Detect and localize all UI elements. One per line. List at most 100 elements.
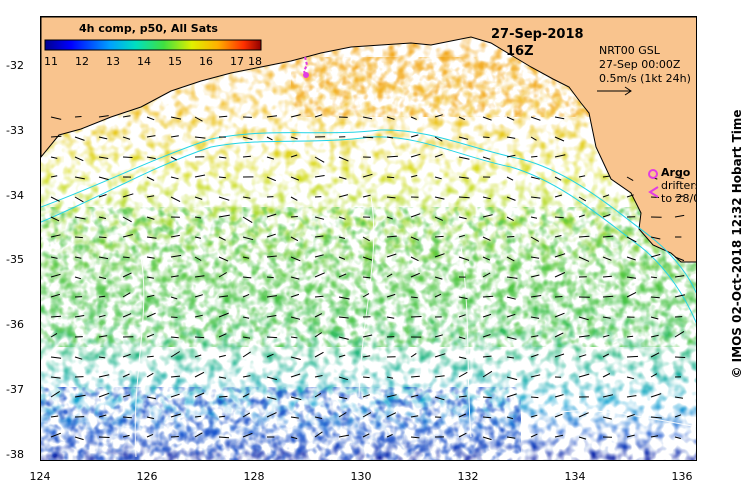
lat-tick: -32	[6, 59, 24, 72]
current-arrow	[458, 413, 467, 418]
current-arrow	[50, 216, 60, 222]
current-arrow	[290, 416, 299, 419]
current-arrow	[170, 156, 177, 161]
current-arrow	[650, 435, 659, 438]
current-arrow	[50, 315, 62, 318]
current-arrow	[362, 412, 372, 418]
colorbar-tick: 15	[168, 55, 182, 68]
current-arrow	[506, 356, 514, 359]
current-arrow	[650, 316, 659, 320]
current-arrow	[482, 214, 493, 218]
current-arrow	[338, 256, 346, 260]
current-arrow	[506, 256, 515, 262]
current-arrow	[290, 114, 301, 118]
current-arrow	[554, 253, 566, 258]
current-arrow	[434, 235, 444, 238]
current-arrow	[650, 276, 658, 279]
current-arrow	[290, 396, 302, 401]
lat-tick: -35	[6, 253, 24, 266]
map-time: 16Z	[506, 44, 534, 59]
current-arrow	[122, 234, 133, 238]
current-arrow	[410, 213, 421, 218]
current-arrow	[434, 293, 442, 298]
current-arrow	[314, 175, 325, 178]
current-arrow	[338, 396, 348, 400]
current-arrow	[194, 415, 202, 418]
current-arrow	[506, 116, 515, 121]
current-arrow	[626, 194, 634, 198]
current-arrow	[314, 313, 323, 318]
current-arrow	[458, 216, 467, 220]
current-arrow	[266, 136, 273, 141]
current-arrow	[410, 316, 422, 318]
current-arrow	[74, 315, 85, 318]
current-arrow	[314, 272, 325, 278]
current-arrow	[218, 354, 226, 358]
current-arrow	[386, 253, 397, 258]
current-arrow	[74, 176, 85, 180]
current-arrow	[578, 335, 590, 338]
current-arrow	[74, 216, 86, 220]
current-arrow	[386, 196, 396, 199]
current-arrow	[410, 272, 420, 278]
current-arrow	[530, 396, 539, 399]
current-arrow	[362, 194, 371, 198]
current-arrow	[338, 156, 349, 162]
current-arrow	[218, 376, 227, 379]
current-arrow	[74, 436, 84, 441]
current-arrow	[218, 415, 226, 418]
current-arrow	[530, 136, 537, 141]
current-arrow	[266, 396, 277, 400]
current-arrow	[266, 233, 276, 238]
current-arrow	[602, 295, 614, 298]
credit-note: © IMOS 02-Oct-2018 12:32 Hobart Time	[727, 24, 747, 464]
current-arrow	[458, 432, 467, 438]
current-arrow	[50, 175, 58, 178]
current-arrow	[650, 236, 661, 240]
current-arrow	[98, 436, 110, 438]
current-arrow	[266, 176, 276, 182]
current-arrow	[554, 235, 562, 238]
drifter-marker	[648, 186, 659, 198]
current-arrow	[146, 355, 154, 358]
current-arrow	[146, 396, 157, 400]
lat-tick: -36	[6, 318, 24, 331]
current-arrow	[458, 136, 469, 140]
current-arrow	[314, 351, 324, 358]
current-arrow	[386, 394, 397, 398]
current-arrow	[674, 195, 684, 198]
current-arrow	[554, 116, 565, 120]
current-arrow	[482, 236, 491, 241]
current-arrow	[482, 370, 493, 378]
current-arrow	[122, 434, 130, 438]
current-arrow	[338, 376, 349, 381]
current-arrow	[434, 396, 445, 401]
current-arrow	[98, 136, 108, 140]
current-arrow	[314, 254, 324, 258]
current-arrow	[170, 316, 178, 318]
current-arrow	[650, 373, 658, 378]
current-arrow	[194, 354, 202, 358]
land-mass	[41, 17, 696, 263]
current-arrow	[530, 414, 538, 418]
current-arrow	[674, 330, 685, 338]
current-arrow	[386, 273, 393, 278]
current-arrow	[146, 176, 155, 181]
current-arrow	[650, 296, 660, 299]
argo-marker	[648, 169, 658, 179]
current-arrow	[554, 296, 563, 298]
current-arrow	[362, 276, 371, 279]
current-arrow	[410, 236, 419, 241]
current-arrow	[626, 434, 635, 438]
current-arrow	[410, 153, 421, 158]
current-arrow	[146, 372, 154, 378]
current-arrow	[434, 353, 446, 358]
current-arrow	[50, 135, 62, 138]
current-arrow	[602, 194, 610, 198]
current-arrow	[602, 175, 610, 178]
current-arrow	[458, 395, 467, 398]
current-arrow	[122, 313, 132, 318]
current-arrow	[506, 296, 516, 300]
current-arrow	[146, 236, 157, 239]
current-arrow	[578, 354, 587, 358]
